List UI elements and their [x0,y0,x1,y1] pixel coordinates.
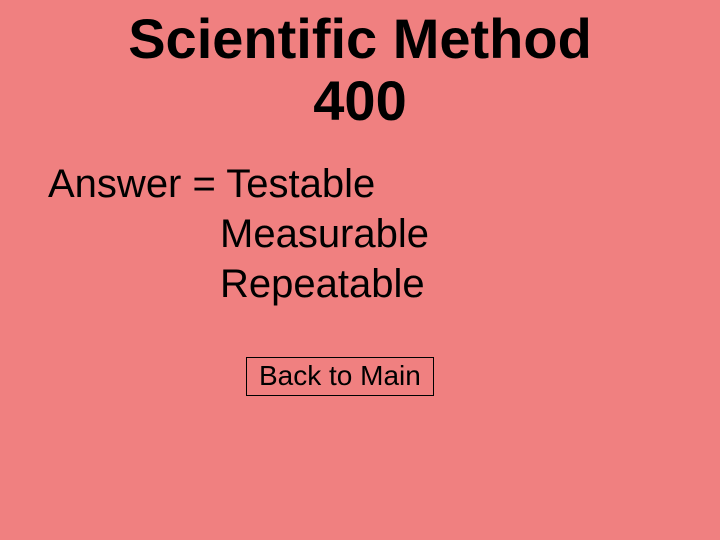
answer-prefix: Answer = [48,162,226,206]
back-to-main-button[interactable]: Back to Main [246,357,434,396]
title-line-1: Scientific Method [0,8,720,70]
back-button-label: Back to Main [259,360,421,391]
slide-title: Scientific Method 400 [0,0,720,131]
title-line-2: 400 [0,70,720,132]
answer-item-3: Repeatable [48,259,720,309]
answer-item-2: Measurable [48,209,720,259]
answer-block: Answer = Testable Measurable Repeatable [48,159,720,309]
answer-line-1: Answer = Testable [48,159,720,209]
answer-item-1: Testable [226,162,375,206]
